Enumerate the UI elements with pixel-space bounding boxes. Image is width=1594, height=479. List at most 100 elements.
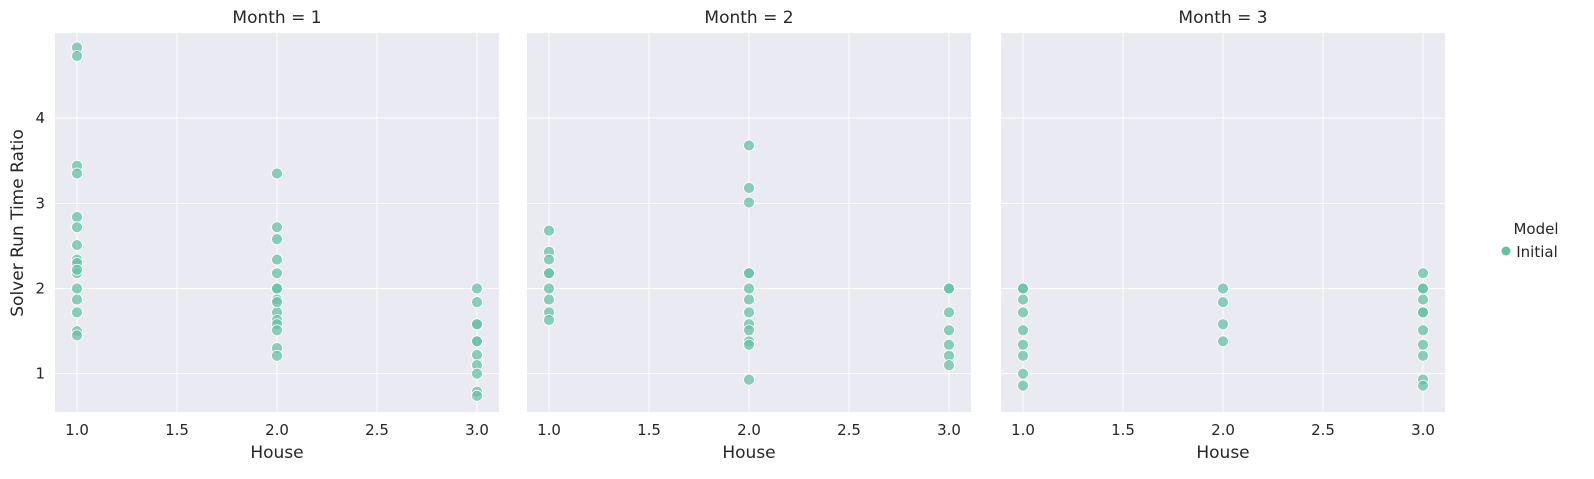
data-point	[943, 338, 955, 351]
data-point	[271, 167, 283, 180]
data-point	[271, 267, 283, 280]
x-axis-label: House	[722, 443, 775, 463]
x-tick-label: 1.5	[637, 421, 661, 439]
data-point	[1017, 324, 1029, 337]
data-point	[271, 221, 283, 234]
data-point	[471, 318, 483, 331]
data-point	[271, 233, 283, 246]
data-point	[543, 314, 555, 326]
data-point	[71, 50, 83, 62]
x-tick-label: 1.0	[1011, 421, 1035, 439]
legend-title: Model	[1513, 220, 1558, 238]
data-point	[743, 293, 755, 306]
data-point	[743, 196, 755, 209]
data-point	[471, 296, 483, 309]
data-point	[71, 329, 83, 342]
data-point	[1217, 335, 1229, 348]
data-point	[743, 139, 755, 152]
data-point	[743, 324, 755, 337]
data-point	[1017, 338, 1029, 351]
data-point	[743, 182, 755, 194]
facet-panel-2: 1.0 1.5 2.0 2.5 3.0 Month = 2 House	[527, 8, 971, 463]
data-point	[943, 359, 955, 372]
panel-title: Month = 3	[1178, 8, 1267, 28]
data-point	[1417, 306, 1429, 319]
legend: Model Initial	[1501, 220, 1559, 261]
data-point	[1417, 293, 1429, 306]
x-tick-label: 1.5	[165, 421, 189, 439]
data-point	[71, 263, 83, 276]
data-point	[271, 282, 283, 295]
data-point	[543, 253, 555, 266]
data-point	[743, 282, 755, 295]
data-point	[71, 221, 83, 234]
data-point	[943, 282, 955, 295]
y-tick-label: 3	[35, 194, 45, 212]
panel-title: Month = 1	[232, 8, 321, 28]
x-axis-label: House	[1196, 443, 1249, 463]
data-point	[471, 282, 483, 295]
x-tick-label: 1.5	[1111, 421, 1135, 439]
x-tick-label: 3.0	[465, 421, 489, 439]
x-tick-label: 1.0	[65, 421, 89, 439]
data-point	[271, 324, 283, 337]
data-point	[471, 349, 483, 361]
data-point	[71, 306, 83, 319]
data-point	[743, 267, 755, 280]
data-point	[471, 389, 483, 402]
data-point	[1417, 338, 1429, 351]
facet-panel-1: 1.0 1.5 2.0 2.5 3.0 1 2 3 4 Month = 1 House	[35, 8, 499, 463]
data-point	[1417, 349, 1429, 362]
y-tick-label: 4	[35, 109, 45, 127]
data-point	[1217, 318, 1229, 331]
data-point	[1417, 324, 1429, 337]
data-point	[71, 211, 83, 223]
data-point	[1017, 367, 1029, 380]
x-tick-label: 2.5	[365, 421, 389, 439]
data-point	[543, 293, 555, 306]
x-tick-label: 3.0	[1411, 421, 1435, 439]
data-point	[71, 282, 83, 295]
y-tick-label: 2	[35, 280, 45, 298]
x-tick-label: 1.0	[537, 421, 561, 439]
x-tick-label: 3.0	[937, 421, 961, 439]
data-point	[471, 335, 483, 348]
x-axis-label: House	[250, 443, 303, 463]
data-point	[1417, 267, 1429, 280]
data-point	[1017, 349, 1029, 362]
panel-title: Month = 2	[704, 8, 793, 28]
x-tick-label: 2.0	[1211, 421, 1235, 439]
facet-panel-3: 1.0 1.5 2.0 2.5 3.0 Month = 3 House	[1001, 8, 1445, 463]
y-tick-label: 1	[35, 365, 45, 383]
x-tick-label: 2.5	[1311, 421, 1335, 439]
data-point	[543, 267, 555, 280]
x-tick-label: 2.0	[265, 421, 289, 439]
data-point	[271, 253, 283, 266]
facet-panels: 1.0 1.5 2.0 2.5 3.0 1 2 3 4 Month = 1 House 1.0 1.5 2…	[35, 8, 1445, 463]
data-point	[1017, 282, 1029, 295]
data-point	[543, 224, 555, 237]
x-tick-label: 2.5	[837, 421, 861, 439]
data-point	[271, 349, 283, 362]
data-point	[1417, 282, 1429, 295]
data-point	[743, 373, 755, 386]
data-point	[71, 167, 83, 180]
legend-marker-initial	[1501, 246, 1511, 256]
data-point	[1017, 379, 1029, 392]
data-point	[71, 293, 83, 306]
data-point	[71, 239, 83, 251]
data-point	[1417, 379, 1429, 392]
data-point	[271, 296, 283, 309]
data-point	[943, 324, 955, 337]
data-point	[1217, 282, 1229, 295]
data-point	[743, 338, 755, 351]
data-point	[1217, 296, 1229, 309]
x-tick-label: 2.0	[737, 421, 761, 439]
data-point	[1017, 306, 1029, 319]
legend-entry-initial: Initial	[1516, 243, 1558, 261]
data-point	[743, 306, 755, 319]
data-point	[943, 306, 955, 319]
data-point	[1017, 293, 1029, 306]
y-axis-label: Solver Run Time Ratio	[8, 129, 28, 316]
